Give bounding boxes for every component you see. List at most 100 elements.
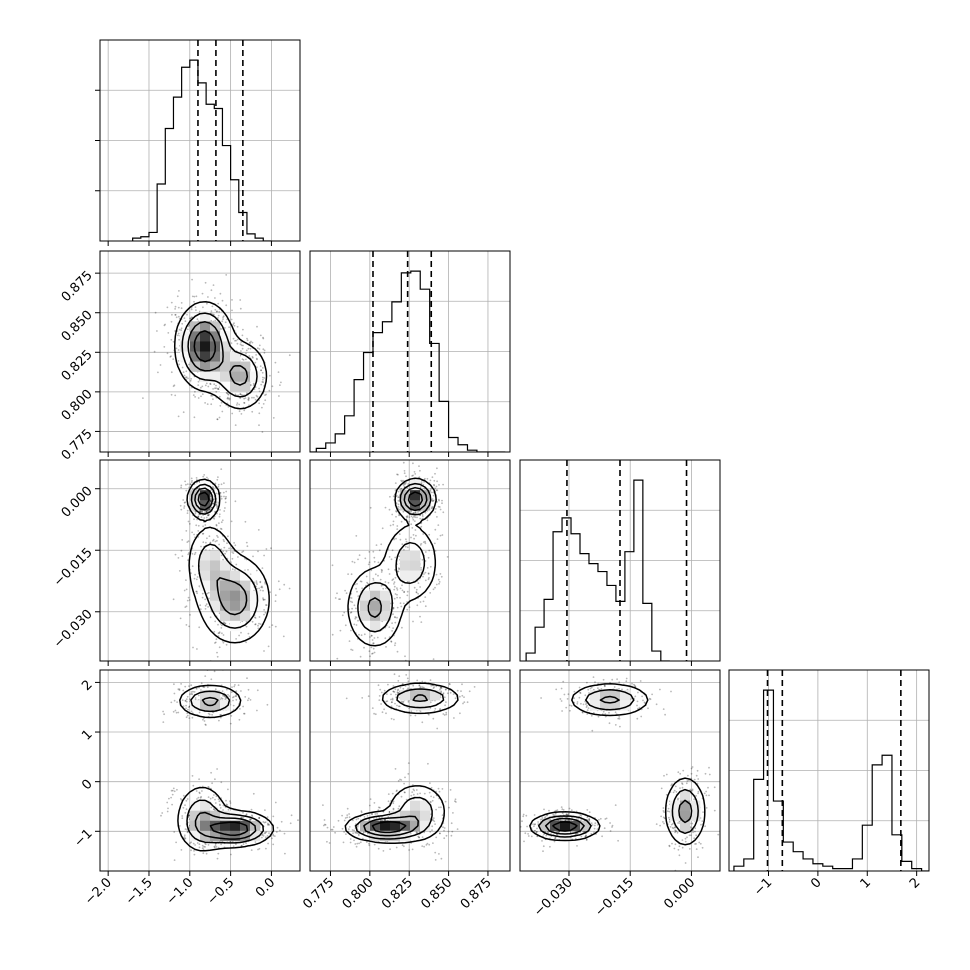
scatter-point (226, 688, 228, 691)
scatter-point (261, 431, 264, 433)
density-cell (230, 371, 241, 382)
scatter-point (184, 804, 186, 806)
scatter-point (217, 302, 220, 305)
scatter-point (205, 382, 208, 385)
scatter-point (341, 814, 343, 817)
density-cell (210, 570, 221, 581)
density-cell (400, 570, 411, 581)
density-body (142, 251, 291, 433)
scatter-point (370, 634, 373, 637)
hist-panel-3: −1 0 1 2 (728, 669, 930, 899)
scatter-point (190, 841, 193, 844)
scatter-point (225, 490, 228, 493)
scatter-point (173, 831, 176, 833)
scatter-point (264, 809, 266, 811)
scatter-point (204, 524, 207, 526)
scatter-point (201, 510, 203, 513)
scatter-point (367, 832, 369, 835)
scatter-point (217, 632, 220, 635)
density-cell (360, 590, 371, 601)
scatter-point (448, 682, 451, 685)
scatter-point (183, 317, 186, 320)
scatter-point (418, 476, 421, 478)
scatter-point (204, 842, 206, 845)
scatter-point (407, 701, 410, 703)
scatter-point (198, 792, 201, 795)
scatter-point (196, 592, 199, 595)
scatter-point (183, 501, 186, 504)
scatter-point (176, 788, 178, 791)
scatter-point (193, 850, 195, 852)
x-tick-label: 0.825 (379, 875, 416, 912)
scatter-point (445, 834, 448, 837)
scatter-point (393, 588, 396, 591)
scatter-point (402, 461, 405, 464)
scatter-point (372, 577, 375, 580)
scatter-point (180, 327, 183, 330)
scatter-point (431, 825, 434, 828)
scatter-point (239, 393, 242, 396)
scatter-point (423, 573, 425, 575)
scatter-point (280, 820, 283, 823)
scatter-point (240, 341, 243, 343)
scatter-point (188, 523, 191, 525)
scatter-point (186, 313, 188, 316)
scatter-point (170, 393, 173, 396)
scatter-point (372, 652, 374, 655)
density-cell (400, 500, 411, 511)
hist-bar (783, 842, 793, 871)
hist-panel-1 (309, 250, 511, 457)
scatter-point (252, 356, 254, 359)
scatter-point (384, 506, 387, 509)
scatter-point (173, 683, 175, 686)
scatter-point (190, 849, 193, 852)
scatter-point (175, 711, 178, 714)
scatter-point (211, 305, 214, 308)
scatter-point (206, 686, 209, 689)
scatter-point (224, 698, 227, 701)
scatter-point (438, 582, 440, 585)
scatter-point (180, 307, 183, 310)
scatter-point (385, 587, 387, 590)
scatter-point (187, 559, 189, 561)
scatter-point (224, 501, 227, 504)
scatter-point (258, 348, 261, 350)
scatter-point (221, 320, 224, 323)
scatter-point (351, 649, 354, 651)
scatter-point (406, 580, 409, 583)
density-cell (220, 361, 231, 372)
scatter-point (422, 541, 425, 543)
scatter-point (194, 698, 197, 701)
scatter-point (224, 695, 227, 698)
scatter-point (216, 857, 219, 860)
density-cell (200, 560, 211, 571)
density-cell (200, 311, 211, 322)
scatter-point (170, 701, 173, 704)
scatter-point (181, 539, 184, 541)
scatter-point (392, 685, 395, 687)
scatter-point (183, 505, 186, 507)
scatter-point (197, 515, 200, 518)
scatter-point (435, 573, 438, 576)
scatter-point (193, 518, 195, 521)
scatter-point (257, 550, 259, 553)
scatter-point (405, 475, 407, 478)
scatter-point (221, 697, 224, 700)
scatter-point (420, 567, 422, 569)
hist-bar (335, 434, 344, 452)
scatter-point (274, 801, 277, 804)
scatter-point (214, 778, 216, 781)
scatter-point (397, 705, 400, 708)
scatter-point (433, 820, 436, 823)
scatter-point (380, 543, 383, 546)
scatter-point (209, 541, 212, 544)
scatter-point (441, 499, 443, 502)
scatter-point (178, 363, 181, 366)
scatter-point (226, 542, 228, 545)
scatter-point (443, 714, 446, 716)
scatter-point (228, 398, 231, 401)
scatter-point (219, 404, 222, 407)
scatter-point (264, 399, 267, 402)
scatter-point (358, 554, 361, 557)
y-tick-label: −1 (71, 826, 95, 850)
